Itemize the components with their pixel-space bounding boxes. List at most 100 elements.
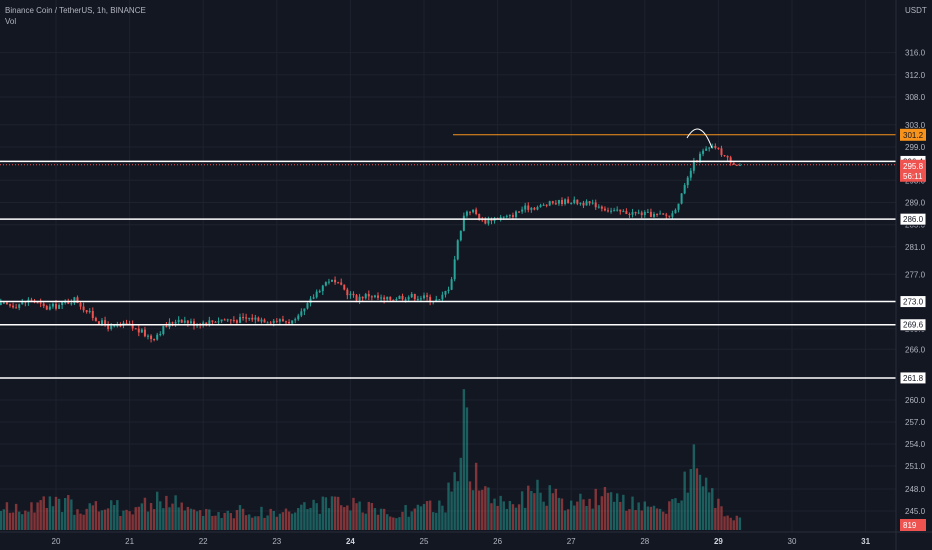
candle-body	[239, 317, 241, 323]
candle-body	[478, 214, 481, 220]
price-tick-label: 277.0	[905, 270, 926, 279]
candle-body	[551, 201, 554, 204]
volume-bar	[162, 508, 165, 530]
volume-bar	[358, 501, 361, 530]
candle-body	[223, 319, 226, 321]
volume-bar	[24, 510, 27, 530]
candle-body	[364, 294, 367, 299]
candle-body	[288, 321, 291, 324]
volume-bar	[576, 501, 579, 530]
candles	[0, 143, 741, 343]
volume-bar	[73, 514, 76, 530]
candle-body	[603, 208, 606, 211]
volume-bar	[459, 457, 462, 530]
candle-body	[505, 215, 508, 217]
volume-bar	[622, 494, 625, 530]
last-price-tag: 295.8	[903, 162, 924, 171]
volume-bar	[478, 490, 481, 530]
candle-body	[165, 326, 168, 328]
candle-body	[101, 320, 103, 325]
pattern-drawing[interactable]	[686, 128, 713, 149]
candle-body	[530, 207, 533, 210]
candle-body	[610, 210, 613, 212]
volume-bar	[444, 512, 447, 530]
candle-body	[732, 162, 735, 165]
volume-indicator-label[interactable]: Vol	[5, 17, 17, 26]
volume-bar	[214, 515, 217, 530]
volume-bar	[382, 508, 386, 530]
candle-body	[76, 297, 79, 304]
candle-body	[567, 199, 570, 204]
time-tick-label: 27	[567, 537, 576, 546]
rounded-top-drawing[interactable]	[686, 128, 713, 149]
volume-bar	[609, 492, 613, 530]
volume-bar	[287, 511, 291, 530]
volume-bar	[714, 507, 717, 530]
volume-bar	[364, 513, 367, 530]
candle-body	[297, 315, 300, 320]
candle-body	[358, 296, 361, 301]
volume-bar	[330, 496, 334, 530]
candle-body	[600, 206, 603, 209]
candle-body	[659, 213, 662, 215]
candle-body	[729, 157, 732, 163]
volume-bar	[570, 500, 573, 530]
volume-bar	[333, 496, 337, 530]
level-price-tag: 261.8	[903, 374, 924, 383]
time-tick-label: 29	[714, 537, 723, 546]
candle-body	[143, 329, 146, 337]
volume-bar	[665, 513, 668, 530]
volume-bar	[413, 508, 416, 530]
candle-body	[306, 303, 309, 309]
volume-bar	[11, 512, 15, 530]
candle-body	[401, 295, 404, 300]
candle-body	[318, 291, 321, 293]
volume-bar	[649, 506, 653, 530]
volume-bar	[54, 496, 58, 530]
volume-bar	[646, 506, 650, 530]
volume-bar	[174, 495, 177, 530]
candle-body	[334, 279, 337, 283]
volume-bar	[223, 512, 226, 530]
candle-body	[58, 305, 61, 309]
candle-body	[352, 293, 355, 296]
candle-body	[361, 296, 364, 299]
volume-bar	[192, 509, 196, 530]
volume-bar	[520, 491, 524, 530]
volume-bar	[110, 500, 113, 530]
volume-bar	[67, 495, 70, 530]
candle-body	[665, 214, 668, 216]
candle-body	[174, 322, 177, 324]
candle-body	[232, 320, 235, 322]
candle-body	[21, 301, 24, 305]
candle-body	[416, 298, 419, 300]
candle-body	[426, 295, 429, 297]
level-lines[interactable]	[0, 134, 896, 379]
candle-body	[674, 209, 677, 214]
candle-body	[140, 329, 143, 333]
candle-body	[585, 201, 588, 206]
volume-bar	[545, 505, 548, 530]
volume-bar	[432, 512, 435, 530]
candle-body	[147, 335, 149, 337]
volume-bar	[588, 498, 591, 530]
candle-body	[79, 303, 82, 307]
volume-bar	[318, 513, 321, 530]
volume-bar	[487, 487, 490, 530]
time-tick-label: 31	[861, 537, 870, 546]
volume-bar	[407, 516, 410, 530]
volume-bar	[422, 504, 426, 530]
volume-bar	[220, 518, 223, 530]
volume-bar	[441, 505, 444, 530]
volume-bar	[726, 515, 729, 530]
high-price-tag: 301.2	[903, 131, 924, 140]
candle-body	[162, 326, 165, 335]
time-axis[interactable]: 20 21 22 23 24 25 26 27 28 29 30 31	[52, 537, 871, 546]
candle-body	[153, 338, 156, 340]
price-axis[interactable]: 316.0312.0308.0303.0299.0293.0289.0285.0…	[905, 49, 926, 516]
volume-bar	[352, 497, 355, 530]
volume-bar	[505, 508, 508, 530]
candle-body	[245, 317, 248, 319]
